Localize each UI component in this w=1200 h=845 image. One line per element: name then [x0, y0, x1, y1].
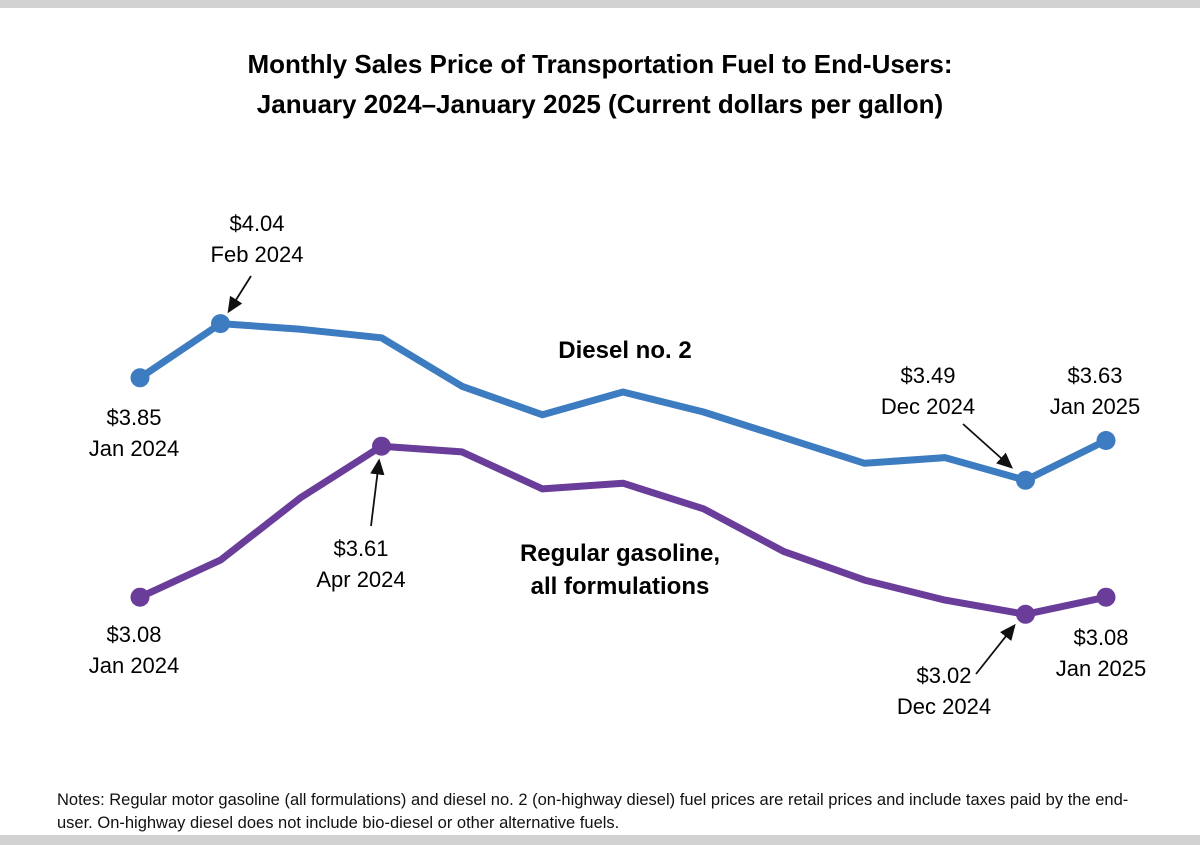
- annotation-date: Jan 2025: [1055, 656, 1147, 681]
- annotation-date: Jan 2024: [88, 653, 180, 678]
- annotation-date: Dec 2024: [896, 694, 992, 719]
- series-label-gasoline-line2: all formulations: [530, 573, 710, 600]
- annotation-price: $3.02: [916, 663, 972, 688]
- annotation-date: Dec 2024: [880, 394, 976, 419]
- data-point-marker-gasoline-jan2024: [130, 587, 150, 607]
- annotation-price: $3.85: [106, 405, 162, 430]
- data-point-marker-diesel-dec2024: [1016, 470, 1035, 490]
- annotation-gas-apr2024: $3.61 Apr 2024: [291, 533, 431, 595]
- letterbox-top: [0, 0, 1200, 8]
- annotation-price: $3.63: [1067, 363, 1123, 388]
- annotation-arrow-diesel-feb2024: [227, 275, 252, 314]
- chart-notes: Notes: Regular motor gasoline (all formu…: [57, 791, 1129, 833]
- annotation-diesel-jan2025: $3.63 Jan 2025: [1025, 360, 1165, 422]
- annotation-diesel-feb2024: $4.04 Feb 2024: [187, 208, 327, 270]
- chart-title: Monthly Sales Price of Transportation Fu…: [0, 44, 1200, 124]
- data-point-marker-diesel-feb2024: [211, 314, 230, 334]
- annotation-date: Jan 2024: [88, 436, 180, 461]
- annotation-gas-jan2024: $3.08 Jan 2024: [64, 619, 204, 681]
- data-point-marker-gasoline-dec2024: [1016, 604, 1035, 624]
- annotation-arrow-diesel-dec2024: [962, 423, 1014, 469]
- annotation-date: Apr 2024: [316, 567, 406, 592]
- annotation-gas-jan2025: $3.08 Jan 2025: [1031, 622, 1171, 684]
- annotation-arrow-gas-apr2024: [370, 458, 385, 527]
- annotation-price: $3.08: [106, 622, 162, 647]
- series-line-gasoline: [136, 442, 1110, 618]
- annotation-price: $3.08: [1073, 625, 1129, 650]
- series-label-gasoline-line1: Regular gasoline,: [519, 540, 721, 567]
- letterbox-bottom: [0, 835, 1200, 845]
- series-label-diesel-text: Diesel no. 2: [558, 337, 692, 364]
- annotation-price: $4.04: [229, 211, 285, 236]
- annotation-diesel-jan2024: $3.85 Jan 2024: [64, 402, 204, 464]
- annotation-price: $3.49: [900, 363, 956, 388]
- annotation-date: Jan 2025: [1049, 394, 1141, 419]
- data-point-marker-diesel-jan2025: [1096, 431, 1116, 450]
- chart-title-line2: January 2024–January 2025 (Current dolla…: [256, 89, 944, 119]
- series-label-gasoline: Regular gasoline, all formulations: [460, 537, 780, 603]
- annotation-date: Feb 2024: [210, 242, 304, 267]
- data-point-marker-diesel-jan2024: [130, 368, 150, 388]
- chart-series-layer: [130, 314, 1116, 624]
- series-line-diesel: [136, 320, 1110, 484]
- annotation-gas-dec2024: $3.02 Dec 2024: [874, 660, 1014, 722]
- series-label-diesel: Diesel no. 2: [475, 334, 775, 367]
- chart-title-line1: Monthly Sales Price of Transportation Fu…: [247, 49, 953, 79]
- annotation-price: $3.61: [333, 536, 389, 561]
- annotation-diesel-dec2024: $3.49 Dec 2024: [858, 360, 998, 422]
- data-point-marker-gasoline-jan2025: [1096, 587, 1116, 607]
- data-point-marker-gasoline-apr2024: [372, 436, 391, 456]
- annotation-arrow-gas-dec2024: [975, 623, 1016, 675]
